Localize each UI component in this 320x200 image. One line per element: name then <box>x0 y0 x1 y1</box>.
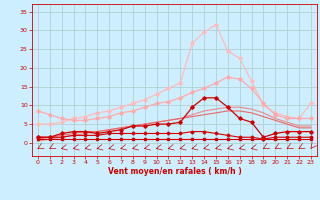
X-axis label: Vent moyen/en rafales ( km/h ): Vent moyen/en rafales ( km/h ) <box>108 167 241 176</box>
